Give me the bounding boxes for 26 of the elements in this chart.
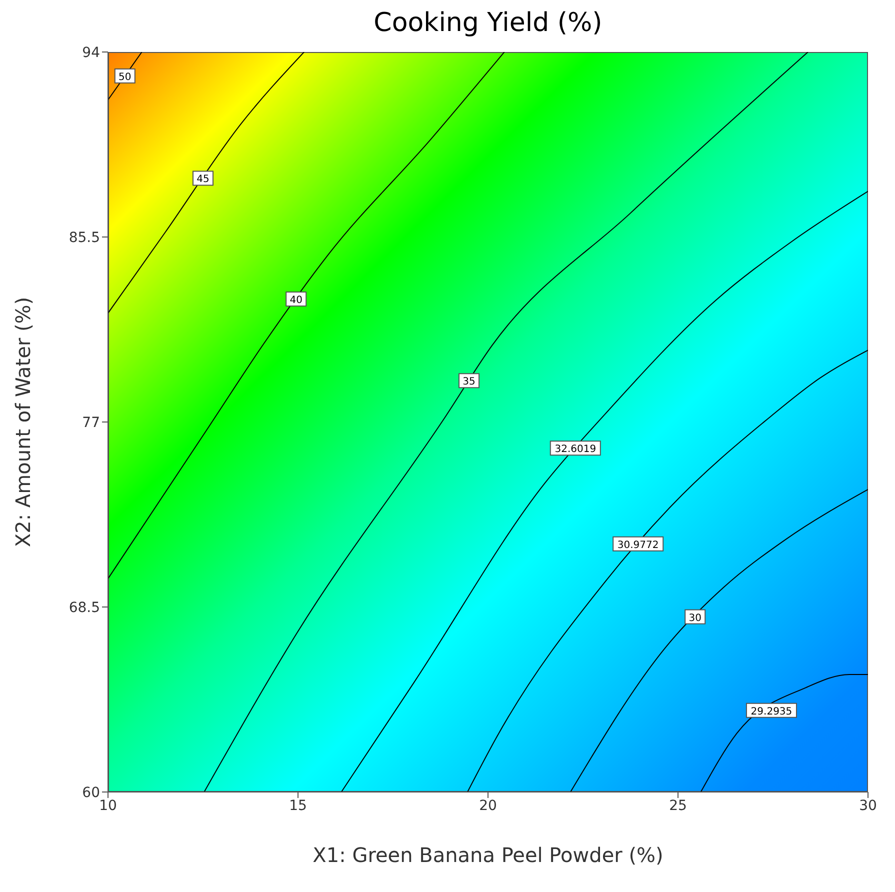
series-label: 32.6019 [554,444,596,456]
y-tick-label: 85.5 [68,230,100,246]
series-label: 45 [196,174,210,186]
series-label: 30 [688,612,702,624]
chart-title: Cooking Yield (%) [372,8,604,40]
series-label: 29.2935 [750,706,792,718]
line-series [570,488,868,792]
y-tick-label: 60 [82,784,100,801]
series-label: 40 [290,295,302,306]
line-series [108,52,305,314]
x-tick-label: 25 [669,798,687,814]
y-tick-label: 77 [82,414,100,431]
series-label: 35 [462,376,476,388]
x-tick-label: 20 [479,798,497,814]
series-label: 50 [118,72,132,83]
x-tick-label: 15 [289,798,307,814]
y-tick-label: 94 [82,44,100,61]
line-series [340,190,868,792]
line-series [700,674,868,792]
x-tick-label: 10 [99,798,117,814]
y-axis-title: X2: Amount of Water (%) [11,296,36,548]
series-label: 30.9772 [617,540,659,551]
x-axis-title: X1: Green Banana Peel Powder (%) [312,843,664,867]
line-series [108,52,505,580]
y-tick-label: 68.5 [68,600,100,616]
x-tick-label: 30 [859,798,877,814]
